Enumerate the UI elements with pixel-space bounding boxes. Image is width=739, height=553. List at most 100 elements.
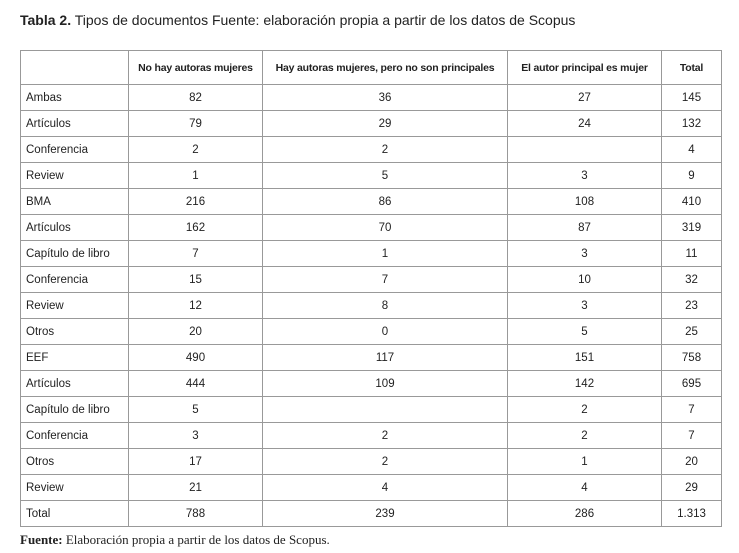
row-label: Conferencia [20, 266, 129, 293]
cell: 4 [507, 474, 662, 501]
row-label: Capítulo de libro [20, 396, 129, 423]
row-label: Review [20, 162, 129, 189]
title-text: Tipos de documentos Fuente: elaboración … [71, 12, 576, 28]
cell: 1 [262, 240, 508, 267]
cell: 21 [128, 474, 263, 501]
header-row: No hay autoras mujeres Hay autoras mujere… [20, 50, 722, 85]
row-label: Review [20, 474, 129, 501]
row-label: Otros [20, 448, 129, 475]
cell: 5 [128, 396, 263, 423]
table-row: Review 12 8 3 23 [20, 292, 722, 319]
footer-text: Elaboración propia a partir de los datos… [62, 532, 330, 547]
row-label: Artículos [20, 370, 129, 397]
row-label: Conferencia [20, 422, 129, 449]
cell: 79 [128, 110, 263, 137]
cell [262, 396, 508, 423]
cell: 444 [128, 370, 263, 397]
cell: 2 [262, 136, 508, 163]
cell: 2 [262, 422, 508, 449]
cell: 108 [507, 188, 662, 215]
cell: 24 [507, 110, 662, 137]
cell: 8 [262, 292, 508, 319]
table-row: Otros 20 0 5 25 [20, 318, 722, 345]
row-label: Artículos [20, 110, 129, 137]
cell: 239 [262, 500, 508, 527]
row-label: Otros [20, 318, 129, 345]
data-table: No hay autoras mujeres Hay autoras mujere… [20, 50, 722, 527]
cell: 36 [262, 84, 508, 111]
table-row: Artículos 79 29 24 132 [20, 110, 722, 137]
cell: 9 [661, 162, 722, 189]
footer-label: Fuente: [20, 532, 63, 547]
cell: 1.313 [661, 500, 722, 527]
cell: 216 [128, 188, 263, 215]
cell: 27 [507, 84, 662, 111]
row-label: Ambas [20, 84, 129, 111]
cell: 142 [507, 370, 662, 397]
cell: 7 [661, 422, 722, 449]
cell: 87 [507, 214, 662, 241]
header-cell: Total [661, 50, 722, 85]
cell: 11 [661, 240, 722, 267]
cell: 10 [507, 266, 662, 293]
cell: 12 [128, 292, 263, 319]
cell: 0 [262, 318, 508, 345]
cell: 32 [661, 266, 722, 293]
table-row: Capítulo de libro 7 1 3 11 [20, 240, 722, 267]
row-label: Capítulo de libro [20, 240, 129, 267]
cell: 25 [661, 318, 722, 345]
title-label: Tabla 2. [20, 12, 72, 28]
header-cell: Hay autoras mujeres, pero no son princip… [262, 50, 508, 85]
cell: 29 [262, 110, 508, 137]
cell: 17 [128, 448, 263, 475]
cell: 2 [262, 448, 508, 475]
cell: 410 [661, 188, 722, 215]
cell: 3 [507, 292, 662, 319]
cell: 2 [128, 136, 263, 163]
cell: 86 [262, 188, 508, 215]
cell: 7 [262, 266, 508, 293]
cell: 4 [661, 136, 722, 163]
cell: 117 [262, 344, 508, 371]
cell: 286 [507, 500, 662, 527]
cell: 7 [128, 240, 263, 267]
cell: 1 [507, 448, 662, 475]
cell: 788 [128, 500, 263, 527]
cell: 758 [661, 344, 722, 371]
cell: 70 [262, 214, 508, 241]
row-label: BMA [20, 188, 129, 215]
cell: 319 [661, 214, 722, 241]
cell: 5 [262, 162, 508, 189]
row-label: Conferencia [20, 136, 129, 163]
cell: 109 [262, 370, 508, 397]
table-row: Conferencia 3 2 2 7 [20, 422, 722, 449]
table-row: Otros 17 2 1 20 [20, 448, 722, 475]
cell: 7 [661, 396, 722, 423]
row-label: Review [20, 292, 129, 319]
cell: 20 [128, 318, 263, 345]
table-row: Review 21 4 4 29 [20, 474, 722, 501]
header-cell: No hay autoras mujeres [128, 50, 263, 85]
table-row: Total 788 239 286 1.313 [20, 500, 722, 527]
table-row: Capítulo de libro 5 2 7 [20, 396, 722, 423]
cell: 2 [507, 422, 662, 449]
cell: 23 [661, 292, 722, 319]
cell: 2 [507, 396, 662, 423]
row-label: EEF [20, 344, 129, 371]
table-row: Artículos 444 109 142 695 [20, 370, 722, 397]
row-label: Total [20, 500, 129, 527]
cell: 145 [661, 84, 722, 111]
header-cell [20, 50, 129, 85]
cell: 82 [128, 84, 263, 111]
table-row: Conferencia 2 2 4 [20, 136, 722, 163]
cell: 20 [661, 448, 722, 475]
cell: 15 [128, 266, 263, 293]
title: Tabla 2. Tipos de documentos Fuente: ela… [20, 12, 575, 28]
cell: 151 [507, 344, 662, 371]
cell: 4 [262, 474, 508, 501]
cell: 1 [128, 162, 263, 189]
footer: Fuente: Elaboración propia a partir de l… [20, 532, 330, 548]
cell [507, 136, 662, 163]
table-row: Conferencia 15 7 10 32 [20, 266, 722, 293]
